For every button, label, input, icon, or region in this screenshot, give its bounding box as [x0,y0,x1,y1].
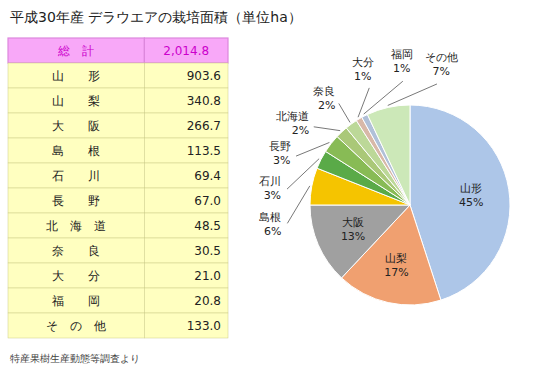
table-cell [8,63,144,88]
table-row-value: 133.0 [187,319,221,333]
data-label: 1% [354,69,371,82]
table-row-value: 67.0 [194,194,221,208]
slice-name: その他 [425,51,458,64]
slice-name: 大阪 [342,216,364,229]
chart: 平成30年産 デラウエアの栽培面積（単位ha） 総 計 2,014.8 山 形 903.… [0,0,535,377]
table-total-value: 2,014.8 [163,44,209,58]
table-row: 山 形 903.6 [8,63,228,88]
table-row-label: 福 岡 [52,294,100,308]
data-label: 3% [273,154,290,167]
table-row: 山 梨 340.8 [8,88,228,113]
slice-name: 山形 [460,182,482,195]
table-row-value: 113.5 [187,144,221,158]
leader-line [287,159,319,189]
table-row: 北 海 道 48.5 [8,213,228,238]
table-cell [8,113,144,138]
table-cell [8,88,144,113]
pie [310,105,510,305]
table-row-value: 20.8 [194,294,221,308]
table-row-label: 大 分 [52,269,100,283]
pie-slice [367,105,410,205]
table-row: 石 川 69.4 [8,163,228,188]
slice-name: 長野 [269,140,291,153]
data-label: 2% [292,124,309,137]
table-cell [144,263,228,288]
slice-name: 北海道 [276,110,309,123]
table-row-value: 48.5 [194,219,221,233]
table-row: そ の 他 133.0 [8,313,228,338]
table-row-label: 島 根 [52,144,100,158]
table-cell [8,288,144,313]
table-cell [144,188,228,213]
table-cell [8,188,144,213]
table-cell [144,138,228,163]
table-row-label: 山 梨 [52,94,100,108]
table-row-label: 奈 良 [52,244,100,258]
table-row: 大 分 21.0 [8,263,228,288]
table-row: 島 根 113.5 [8,138,228,163]
data-label: 1% [393,62,410,75]
table-cell [144,313,228,338]
leader-line [388,84,437,105]
table-cell [8,238,144,263]
leader-line [364,81,403,114]
table-row-label: 大 阪 [52,119,100,133]
source-note: 特産果樹生産動態等調査より [10,353,140,364]
slice-name: 奈良 [313,85,335,98]
table-cell [8,263,144,288]
table-cell [144,163,228,188]
slice-name: 石川 [259,175,281,188]
table-total-label: 総 計 [57,44,94,58]
table-row: 福 岡 20.8 [8,288,228,313]
table-row-value: 30.5 [194,244,221,258]
table-row-label: 山 形 [52,69,100,83]
data-label: 2% [318,99,335,112]
table-cell [8,213,144,238]
leader-line [314,127,340,131]
slice-name: 島根 [259,211,281,224]
leader-line [339,103,350,122]
table: 総 計 2,014.8 山 形 903.6 山 梨 340.8 大 阪 266.7 島 根 113… [8,38,228,338]
leader-line [358,88,369,117]
table-row: 長 野 67.0 [8,188,228,213]
table-header-cell [8,38,144,63]
table-row-value: 21.0 [194,269,221,283]
leader-line [296,142,329,156]
table-cell [144,113,228,138]
table-row: 大 阪 266.7 [8,113,228,138]
table-cell [144,238,228,263]
slice-name: 大分 [352,55,374,68]
table-row: 奈 良 30.5 [8,238,228,263]
table-row-value: 903.6 [187,69,221,83]
table-row-value: 340.8 [187,94,221,108]
table-cell [8,313,144,338]
table-row-label: 長 野 [52,194,100,208]
table-row-value: 266.7 [187,119,221,133]
table-header-cell [144,38,228,63]
data-label: 17% [384,266,408,279]
table-cell [144,63,228,88]
pie-labels: 山形45%山梨17%大阪13%島根6%石川3%長野3%北海道2%奈良2%大分1%… [259,48,483,279]
table-cell [144,88,228,113]
title: 平成30年産 デラウエアの栽培面積（単位ha） [10,9,302,25]
data-label: 7% [433,65,450,78]
leader-line [287,186,309,223]
data-label: 6% [264,225,281,238]
data-label: 13% [341,230,365,243]
table-cell [8,138,144,163]
table-row-label: そ の 他 [46,319,106,333]
table-cell [8,163,144,188]
table-row-value: 69.4 [194,169,221,183]
data-label: 3% [264,189,281,202]
table-cell [144,213,228,238]
slice-name: 山梨 [385,252,407,265]
data-label: 45% [459,196,483,209]
table-row-label: 北 海 道 [46,219,106,233]
table-cell [144,288,228,313]
table-row-label: 石 川 [52,169,100,183]
slice-name: 福岡 [391,48,413,61]
